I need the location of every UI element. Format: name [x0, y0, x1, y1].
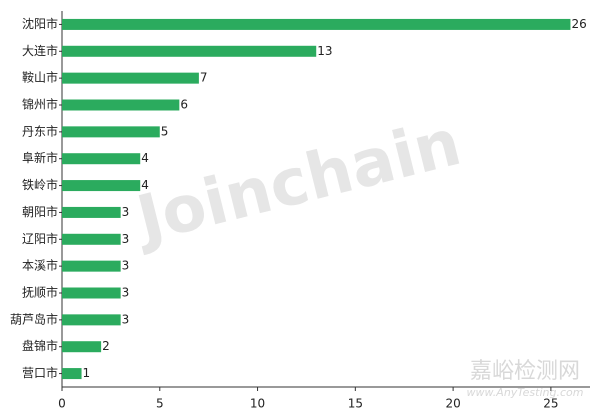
bar [62, 233, 121, 245]
bar [62, 18, 571, 30]
y-tick-label: 阜新市 [22, 150, 58, 165]
x-tick-label: 25 [543, 397, 558, 411]
bar [62, 314, 121, 326]
bar [62, 126, 160, 138]
bar [62, 341, 102, 353]
bar [62, 45, 317, 57]
y-tick-label: 铁岭市 [22, 177, 58, 192]
y-tick-label: 抚顺市 [22, 285, 58, 300]
value-label: 6 [180, 98, 188, 112]
y-tick-label: 葫芦岛市 [10, 311, 58, 326]
watermark: www.AnyTesting.com [467, 386, 584, 399]
value-label: 26 [571, 17, 586, 31]
y-tick-label: 辽阳市 [22, 231, 58, 246]
y-tick-label: 丹东市 [22, 123, 58, 138]
x-tick-label: 10 [250, 397, 265, 411]
value-label: 7 [200, 71, 208, 85]
y-tick-label: 本溪市 [22, 258, 58, 273]
value-label: 3 [122, 259, 130, 273]
watermark: 嘉峪检测网 [470, 359, 580, 384]
y-tick-label: 营口市 [22, 365, 58, 380]
x-tick-label: 20 [445, 397, 460, 411]
y-tick-label: 鞍山市 [22, 70, 58, 85]
x-tick-label: 15 [348, 397, 363, 411]
bar [62, 99, 180, 111]
bar [62, 206, 121, 218]
x-tick-label: 0 [58, 397, 66, 411]
y-tick-label: 锦州市 [22, 97, 58, 112]
value-label: 4 [141, 178, 149, 192]
bar [62, 368, 82, 380]
value-label: 2 [102, 339, 110, 353]
value-label: 4 [141, 151, 149, 165]
y-tick-label: 盘锦市 [22, 338, 58, 353]
x-tick-label: 5 [156, 397, 164, 411]
bar [62, 180, 141, 192]
y-tick-label: 大连市 [22, 43, 58, 58]
value-label: 3 [122, 232, 130, 246]
value-label: 13 [317, 44, 332, 58]
watermark: Joinchain [126, 106, 467, 258]
value-label: 1 [83, 366, 91, 380]
value-label: 3 [122, 286, 130, 300]
value-label: 3 [122, 205, 130, 219]
bar [62, 260, 121, 272]
value-label: 3 [122, 312, 130, 326]
bar [62, 72, 199, 84]
y-tick-label: 沈阳市 [22, 16, 58, 31]
bar [62, 153, 141, 165]
bar [62, 287, 121, 299]
value-label: 5 [161, 124, 169, 138]
y-tick-label: 朝阳市 [22, 204, 58, 219]
